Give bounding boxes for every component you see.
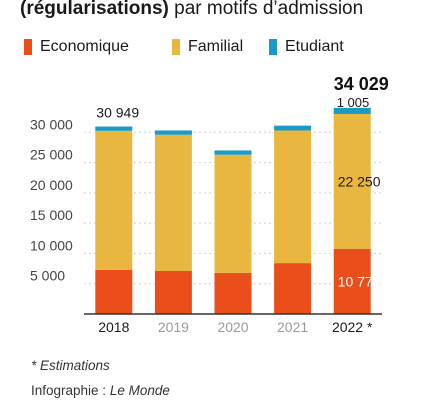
legend-label-economique: Economique: [40, 38, 129, 55]
x-tick-label: 2018: [98, 319, 129, 335]
y-tick-label: 15 000: [30, 207, 73, 223]
credit-source: Le Monde: [109, 383, 170, 398]
familial-segment: [154, 134, 192, 271]
legend-item-etudiant: Etudiant: [269, 38, 344, 56]
legend-swatch-economique: [24, 39, 32, 55]
y-tick-label: 5 000: [30, 268, 65, 284]
economique-segment: [154, 270, 192, 314]
etudiant-segment: [95, 126, 133, 131]
familial-segment: [95, 130, 133, 270]
chart-title-rest: par motifs d’admission: [168, 0, 364, 19]
etudiant-segment: [333, 107, 371, 114]
x-tick-label: 2022 *: [332, 319, 373, 335]
x-tick-label: 2021: [277, 319, 308, 335]
y-tick-label: 30 000: [30, 116, 73, 132]
etudiant-segment: [214, 150, 252, 155]
familial-segment: [214, 154, 252, 273]
familial-segment: [274, 130, 312, 264]
legend-label-etudiant: Etudiant: [285, 38, 344, 55]
familial-label-2022: 22 250: [338, 173, 381, 189]
economique-segment: [95, 269, 133, 314]
legend-item-familial: Familial: [172, 38, 243, 56]
economique-segment: [333, 248, 371, 314]
credit-prefix: Infographie :: [31, 383, 110, 398]
economique-label-2022: 10 774: [338, 273, 381, 289]
etudiant-segment: [274, 125, 312, 131]
x-tick-label: 2020: [217, 319, 248, 335]
familial-segment: [333, 113, 371, 249]
legend-swatch-etudiant: [269, 39, 277, 55]
y-tick-label: 20 000: [30, 177, 73, 193]
legend-item-economique: Economique: [24, 38, 129, 56]
total-label-2022: 34 029: [334, 74, 389, 94]
chart-title-bold: (régularisations): [20, 0, 169, 19]
total-label-2018: 30 949: [96, 105, 139, 121]
legend-swatch-familial: [172, 39, 180, 55]
footnote-credit: Infographie : Le Monde: [31, 383, 170, 398]
footnote-estimations: * Estimations: [31, 358, 110, 373]
economique-segment: [274, 263, 312, 314]
x-tick-label: 2019: [158, 319, 189, 335]
y-tick-label: 10 000: [30, 237, 73, 253]
etudiant-segment: [154, 130, 192, 135]
stacked-bar-chart: 5 000 10 000 15 000 20 000 25 000 30 000 2018 2…: [30, 74, 389, 335]
economique-segment: [214, 272, 252, 314]
etudiant-label-2022: 1 005: [337, 95, 370, 110]
y-tick-label: 25 000: [30, 147, 73, 163]
chart-title: (régularisations) par motifs d’admission: [20, 0, 363, 20]
legend-label-familial: Familial: [188, 38, 244, 55]
